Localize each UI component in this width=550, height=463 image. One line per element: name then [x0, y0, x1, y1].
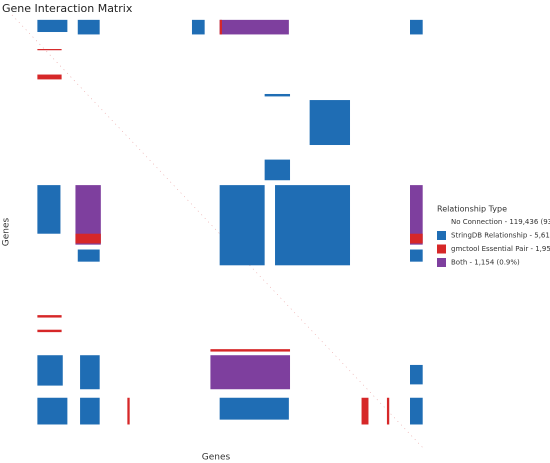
matrix-block [37, 74, 62, 80]
matrix-block [75, 233, 101, 244]
matrix-block [37, 355, 63, 386]
matrix-block [80, 355, 100, 390]
matrix-block [264, 93, 291, 97]
matrix-block [361, 397, 369, 425]
legend-title: Relationship Type [437, 205, 507, 214]
legend-swatch [437, 231, 446, 240]
matrix-block [275, 185, 351, 266]
matrix-block [37, 185, 61, 234]
legend-swatch [437, 244, 446, 254]
matrix-block [410, 364, 423, 385]
matrix-block [264, 159, 291, 181]
matrix-block [219, 397, 289, 420]
matrix-block [386, 397, 390, 425]
matrix-block [309, 100, 351, 146]
matrix-block [127, 397, 130, 425]
matrix-block [410, 19, 423, 35]
chart-title: Gene Interaction Matrix [2, 2, 133, 15]
matrix-block [219, 185, 265, 266]
matrix-block [219, 19, 222, 35]
legend-swatch [437, 217, 446, 227]
legend-label: No Connection - 119,436 (93.2%) [451, 218, 550, 226]
x-axis-label: Genes [202, 453, 231, 463]
legend-label: gmctool Essential Pair - 1,956 (1.5%) [451, 245, 550, 253]
matrix-block [219, 19, 289, 35]
y-axis-label: Genes [2, 217, 12, 246]
matrix-block [37, 49, 62, 51]
matrix-block [77, 249, 100, 262]
matrix-block [77, 19, 100, 35]
matrix-block [410, 185, 423, 245]
legend-label: StringDB Relationship - 5,618 (4.4%) [451, 232, 550, 240]
matrix-block [191, 19, 205, 35]
matrix-block [37, 397, 68, 425]
matrix-block [410, 397, 423, 425]
matrix-block [37, 329, 62, 333]
matrix-block [210, 355, 291, 390]
legend-swatch [437, 258, 446, 267]
matrix-block [37, 315, 62, 318]
legend-label: Both - 1,154 (0.9%) [451, 259, 520, 267]
matrix-block [80, 397, 100, 425]
matrix-block [410, 249, 423, 262]
matrix-block [210, 349, 291, 352]
matrix-block [410, 233, 423, 244]
matrix-block [37, 19, 68, 33]
